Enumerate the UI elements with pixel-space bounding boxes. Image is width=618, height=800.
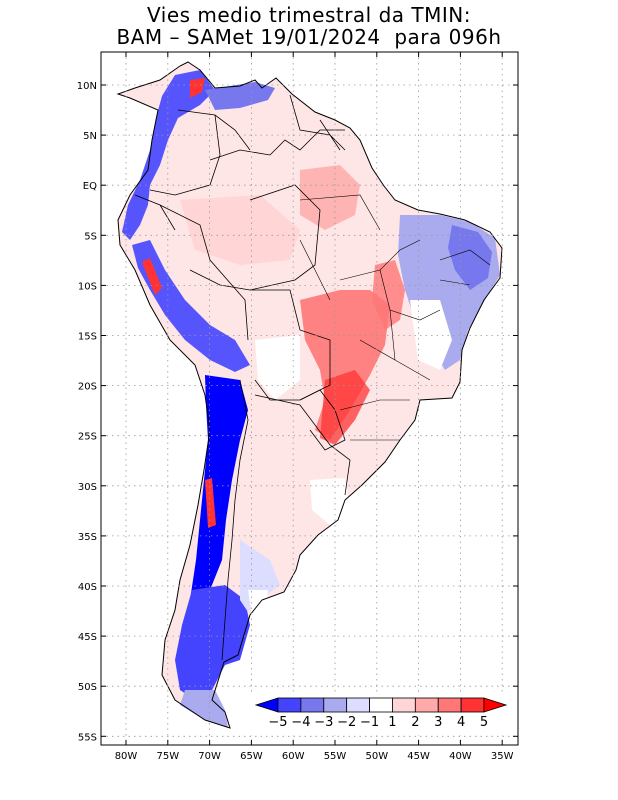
bias-chile-warm-streak [205,478,216,528]
lat-tick-label: 55S [78,732,97,743]
colorbar-label: −1 [360,715,379,730]
lat-tick-label: 35S [78,532,97,543]
colorbar-label: −5 [268,715,287,730]
colorbar-segment [300,697,325,713]
bias-andes-cold-central [132,240,250,372]
lon-tick-label: 40W [449,751,472,762]
colorbar-label: 5 [480,715,488,730]
colorbar-label: 1 [388,715,396,730]
lat-tick-label: 30S [78,482,97,493]
map-frame [100,51,519,746]
bias-andes-cold-north [122,70,215,240]
bias-patagonia-south [180,690,228,728]
bias-andes-warm-streak-north [190,78,205,98]
border-argentina-north [254,394,351,496]
colorbar-segment [323,697,348,713]
lat-tick-label: 20S [78,382,97,393]
lat-tick-label: 25S [78,432,97,443]
coastline [116,61,503,729]
lat-tick-label: 5S [84,231,97,242]
graticule [101,52,518,745]
colorbar-segment [460,697,485,713]
latitude-axis: 10N 5N EQ 5S 10S 15S 20S 25S 30S 35S 40S 45S 50S 55S [77,81,518,743]
border-brazil-west [189,129,345,291]
colorbar-label: −2 [337,715,356,730]
colorbar-segment [392,697,416,713]
lon-tick-label: 60W [282,751,305,762]
map-title-line-2: BAM – SAMet 19/01/2024 para 096h [116,25,502,49]
lon-tick-label: 80W [115,751,138,762]
colorbar-segment [414,697,439,713]
bias-patches [122,70,500,728]
colorbar-label: −4 [291,715,310,730]
bias-patagonia-cold [175,585,250,700]
colorbar-label: 3 [434,715,442,730]
lon-tick-label: 55W [324,751,347,762]
lon-tick-label: 35W [491,751,514,762]
bias-zero-patagonia [248,590,268,616]
colorbar-segment [277,697,302,713]
colorbar-arrow-high [483,697,508,713]
lat-tick-label: 10N [77,81,97,92]
bias-northeast-cold-core [448,225,492,290]
lon-tick-label: 70W [198,751,221,762]
border-peru-ecuador [134,194,249,341]
lon-tick-label: 50W [365,751,388,762]
colorbar-label: −3 [314,715,333,730]
bias-venezuela-cold [205,82,275,110]
map-title-line-1: Vies medio trimestral da TMIN: [147,3,471,27]
lat-tick-label: 15S [78,332,97,343]
lon-tick-label: 45W [407,751,430,762]
border-brazil-states [299,194,491,441]
colorbar-segment [369,697,393,713]
lon-tick-label: 65W [240,751,263,762]
lat-tick-label: 40S [78,582,97,593]
bias-zero-northeast [410,300,452,370]
political-boundaries [116,61,503,729]
border-bolivia [250,289,331,401]
lat-tick-label: 10S [78,281,97,292]
lon-tick-label: 75W [156,751,179,762]
colorbar-label: 4 [457,715,465,730]
bias-southeast-warm [320,370,370,445]
bias-chile-cold [185,375,248,650]
bias-zero-bolivia [255,335,300,400]
lat-tick-label: 50S [78,682,97,693]
colorbar-label: 2 [411,715,419,730]
bias-central-warm [300,290,390,440]
colorbar: −5 −4 −3 −2 −1 1 2 3 4 5 [250,693,514,735]
longitude-axis: 80W 75W 70W 65W 60W 55W 50W 45W 40W 35W [115,52,514,762]
lat-tick-label: 45S [78,632,97,643]
colorbar-segment [346,697,370,713]
border-paraguay [299,389,346,451]
border-guianas [289,94,346,151]
lat-tick-label: 5N [83,131,97,142]
lat-tick-label: EQ [83,181,97,192]
border-argentina-chile [221,379,249,661]
colorbar-segment [437,697,462,713]
